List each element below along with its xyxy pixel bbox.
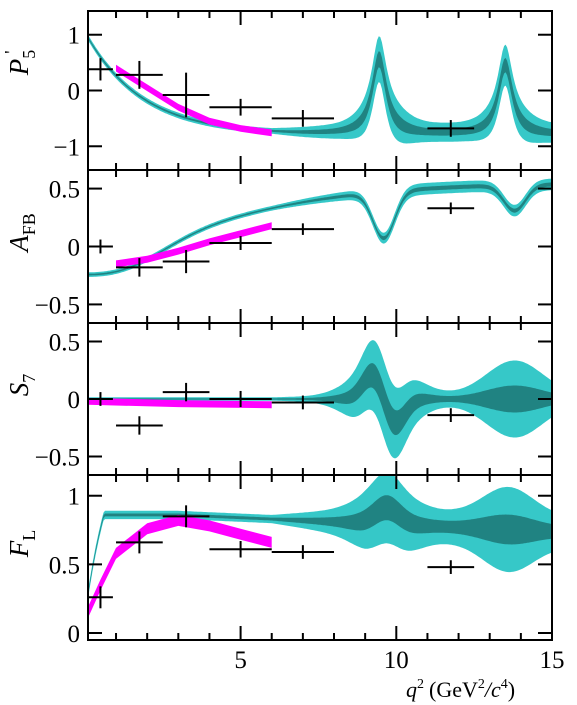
- panel-FL: 1 0.5 0 FL: [4, 474, 553, 648]
- data-point: [427, 408, 475, 422]
- x-tick-label: 10: [384, 647, 409, 674]
- panel-plot-area: [88, 34, 552, 144]
- y-tick-label: 0: [68, 621, 81, 648]
- data-point: [427, 202, 475, 215]
- y-tick-label: 1: [68, 484, 81, 511]
- data-point: [162, 249, 210, 274]
- y-axis-label-sub: FB: [19, 213, 39, 235]
- y-axis-label-prime: ': [1, 51, 21, 54]
- data-point: [209, 236, 272, 250]
- y-axis-label-main: F: [4, 540, 34, 558]
- y-axis-label-main: A: [4, 235, 34, 254]
- x-tick-label: 5: [234, 647, 247, 674]
- y-tick-label: 0.5: [49, 552, 80, 579]
- data-point: [162, 382, 210, 402]
- panel-frame: [87, 474, 553, 641]
- theory-band-narrow: [88, 36, 552, 137]
- data-point: [427, 120, 475, 137]
- y-tick-label: −0.5: [35, 292, 80, 319]
- data-point: [271, 223, 335, 235]
- panel-plot-area: [88, 340, 552, 459]
- y-axis-label: S7: [4, 374, 39, 397]
- y-tick-label: 0.5: [49, 330, 80, 357]
- low-q2-prediction-band: [116, 222, 272, 268]
- data-point: [271, 545, 335, 559]
- panel-frame: [87, 10, 553, 171]
- low-q2-prediction-band: [116, 64, 272, 137]
- theory-band-narrow: [88, 363, 552, 436]
- data-point: [116, 258, 163, 277]
- data-point: [116, 60, 163, 89]
- y-tick-label: 1: [68, 23, 81, 50]
- low-q2-prediction-band: [88, 397, 272, 409]
- y-tick-label: 0.5: [49, 177, 80, 204]
- data-point: [116, 416, 163, 435]
- data-point: [209, 541, 272, 558]
- data-point: [88, 586, 113, 609]
- x-axis-title-close: ): [508, 677, 515, 702]
- svg-text:q2(GeV2/c4): q2 (GeV2/c4): [406, 677, 515, 702]
- x-axis-title-units-tail: /c: [483, 677, 501, 702]
- x-axis-title: q2 (GeV2/c4): [406, 677, 515, 702]
- x-tick-label: 15: [540, 647, 565, 674]
- data-point: [116, 531, 163, 554]
- data-point: [88, 58, 113, 81]
- data-point: [271, 395, 335, 410]
- y-axis-label: P5': [1, 50, 39, 77]
- panel-plot-area: [88, 178, 552, 277]
- y-tick-label: 0: [68, 79, 81, 106]
- data-point: [271, 110, 335, 127]
- y-tick-label: 0: [68, 235, 81, 262]
- data-point: [162, 72, 210, 118]
- panel-S7: 0.5 0 −0.5 S7: [4, 322, 553, 476]
- data-point: [162, 505, 210, 528]
- theory-band-narrow: [88, 182, 552, 276]
- y-axis-label-sub: 7: [19, 374, 39, 383]
- y-tick-label: −0.5: [35, 445, 80, 472]
- panel-plot-area: [88, 475, 552, 618]
- theory-band-narrow: [88, 495, 552, 597]
- theory-band-wide: [88, 178, 552, 277]
- y-tick-label: −1: [53, 134, 80, 161]
- data-point: [209, 98, 272, 116]
- x-axis-title-main: q: [406, 677, 417, 702]
- theory-band-wide: [88, 475, 552, 599]
- y-axis-label: FL: [4, 530, 39, 559]
- x-axis-title-units: (GeV: [429, 677, 478, 702]
- panel-P5prime: 1 0 −1 P5': [1, 10, 553, 171]
- y-axis-label-sub: 5: [19, 50, 39, 59]
- y-tick-label: 0: [68, 387, 81, 414]
- data-point: [209, 390, 272, 408]
- panel-frame: [87, 169, 553, 324]
- y-axis-label-sub: L: [19, 530, 39, 541]
- theory-band-wide: [88, 34, 552, 144]
- panel-AFB: 0.5 0 −0.5 AFB: [4, 169, 553, 324]
- x-axis-title-sup: 2: [417, 677, 424, 692]
- x-axis-title-units-sup2: 4: [501, 677, 508, 692]
- y-axis-label-main: P: [4, 59, 34, 77]
- y-axis-label-main: S: [4, 382, 34, 396]
- low-q2-prediction-band: [88, 514, 272, 618]
- x-axis-title-units-sup: 2: [478, 677, 485, 692]
- y-axis-label: AFB: [4, 213, 39, 254]
- data-point: [427, 560, 475, 574]
